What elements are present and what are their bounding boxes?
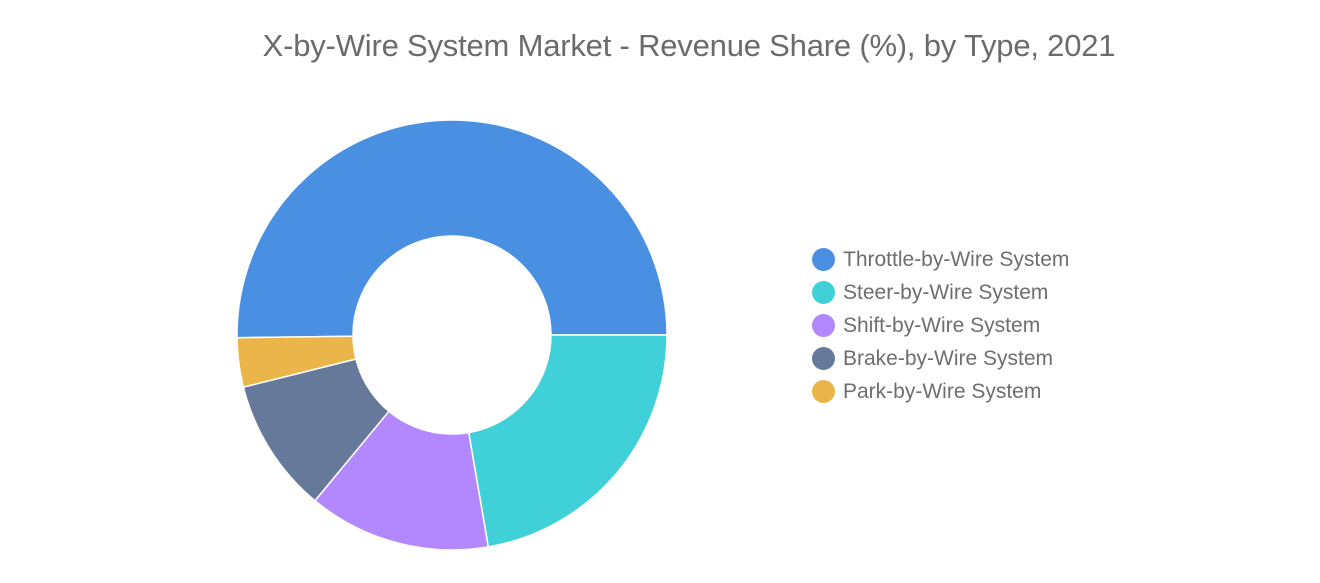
slice-throttle-by-wire-system[interactable]	[236, 119, 668, 339]
legend-item[interactable]: Shift-by-Wire System	[812, 309, 1069, 342]
legend-item[interactable]: Brake-by-Wire System	[812, 342, 1069, 375]
legend-label: Shift-by-Wire System	[843, 313, 1041, 337]
legend-swatch	[812, 314, 835, 337]
legend-swatch	[812, 281, 835, 304]
chart-title: X-by-Wire System Market - Revenue Share …	[262, 28, 1116, 63]
legend-item[interactable]: Steer-by-Wire System	[812, 276, 1069, 309]
legend-label: Steer-by-Wire System	[843, 280, 1049, 304]
legend-label: Brake-by-Wire System	[843, 346, 1054, 370]
legend-swatch	[812, 248, 835, 271]
slice-shift-by-wire-system[interactable]	[313, 410, 490, 551]
chart-legend: Throttle-by-Wire System Steer-by-Wire Sys…	[812, 243, 1069, 408]
legend-swatch	[812, 380, 835, 403]
legend-item[interactable]: Park-by-Wire System	[812, 375, 1069, 408]
slice-park-by-wire-system[interactable]	[236, 335, 357, 389]
legend-label: Throttle-by-Wire System	[843, 247, 1070, 271]
slice-steer-by-wire-system[interactable]	[467, 334, 668, 548]
legend-label: Park-by-Wire System	[843, 379, 1042, 403]
legend-item[interactable]: Throttle-by-Wire System	[812, 243, 1069, 276]
legend-swatch	[812, 347, 835, 370]
